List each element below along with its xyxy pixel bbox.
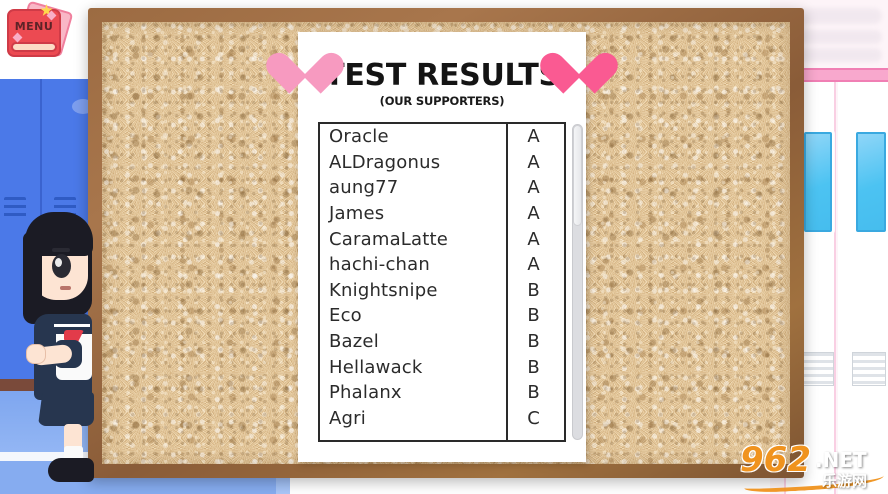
supporter-grade: B: [527, 331, 540, 353]
table-column-divider: [506, 124, 508, 440]
table-row: Knightsnipe B: [320, 278, 564, 304]
locker-divider: [834, 82, 836, 494]
character-collar-stripe: [54, 324, 90, 327]
table-row: CaramaLatte A: [320, 226, 564, 252]
supporter-name: James: [329, 203, 385, 225]
blurred-ui-chip: [798, 8, 882, 24]
supporter-name: aung77: [329, 177, 399, 199]
supporter-name: CaramaLatte: [329, 228, 449, 250]
supporter-name: Oracle: [329, 126, 389, 148]
character-skirt: [38, 392, 94, 426]
page-subtitle: (OUR SUPPORTERS): [379, 94, 505, 108]
heart-icon-left: [261, 36, 349, 94]
supporter-name: Hellawack: [329, 356, 423, 378]
supporter-grade: C: [527, 407, 540, 429]
locker-vent-icon: [4, 197, 26, 219]
site-watermark: 962 .NET 乐游网: [740, 436, 888, 494]
table-row: Bazel B: [320, 329, 564, 355]
supporter-grade: B: [527, 279, 540, 301]
locker-window-1: [804, 132, 832, 232]
table-row: Phalanx B: [320, 380, 564, 406]
locker-vent-icon: [800, 352, 834, 386]
supporter-name: hachi-chan: [329, 254, 430, 276]
table-row: Agri C: [320, 406, 564, 432]
table-row: Eco B: [320, 303, 564, 329]
table-row: Oracle A: [320, 124, 564, 150]
watermark-subtitle: 乐游网: [822, 472, 868, 490]
supporter-grade: B: [527, 356, 540, 378]
character-eyebrow: [52, 248, 70, 252]
watermark-brand: 962: [740, 440, 811, 480]
supporter-grade: B: [527, 382, 540, 404]
supporter-name: Agri: [329, 407, 366, 429]
pink-divider-bar: [800, 68, 888, 82]
locker-vent-icon: [852, 352, 886, 386]
menu-book-pages: [11, 42, 57, 52]
supporter-grade: A: [527, 203, 540, 225]
supporter-grade: A: [527, 228, 540, 250]
character-mouth: [60, 286, 71, 290]
character-eye: [52, 254, 71, 278]
locker-window-2: [856, 132, 886, 232]
supporter-name: Eco: [329, 305, 362, 327]
supporter-grade: A: [527, 126, 540, 148]
heart-icon-right: [535, 36, 623, 94]
character-hand: [26, 344, 46, 364]
supporter-name: Phalanx: [329, 382, 402, 404]
watermark-domain: .NET: [815, 448, 867, 472]
character-sidelock: [23, 232, 42, 324]
character-shoe: [48, 458, 94, 482]
table-row: James A: [320, 201, 564, 227]
supporter-grade: A: [527, 177, 540, 199]
table-row: hachi-chan A: [320, 252, 564, 278]
blurred-ui-chip: [798, 30, 882, 44]
character-avatar: [12, 206, 104, 494]
page-title: TEST RESULTS: [324, 58, 560, 93]
table-row: ALDragonus A: [320, 150, 564, 176]
menu-button-label: MENU: [14, 20, 54, 33]
results-scrollbar[interactable]: [572, 124, 583, 440]
blurred-ui-chip: [798, 48, 882, 62]
supporter-grade: B: [527, 305, 540, 327]
menu-button[interactable]: MENU: [4, 0, 74, 62]
table-row: Hellawack B: [320, 354, 564, 380]
supporter-grade: A: [527, 254, 540, 276]
star-icon: [40, 4, 53, 16]
results-paper: TEST RESULTS (OUR SUPPORTERS) Oracle A ALD…: [298, 32, 586, 462]
supporter-name: ALDragonus: [329, 151, 441, 173]
table-row: aung77 A: [320, 175, 564, 201]
supporter-grade: A: [527, 151, 540, 173]
supporter-name: Knightsnipe: [329, 279, 438, 301]
scrollbar-thumb[interactable]: [573, 125, 582, 227]
supporter-name: Bazel: [329, 331, 379, 353]
